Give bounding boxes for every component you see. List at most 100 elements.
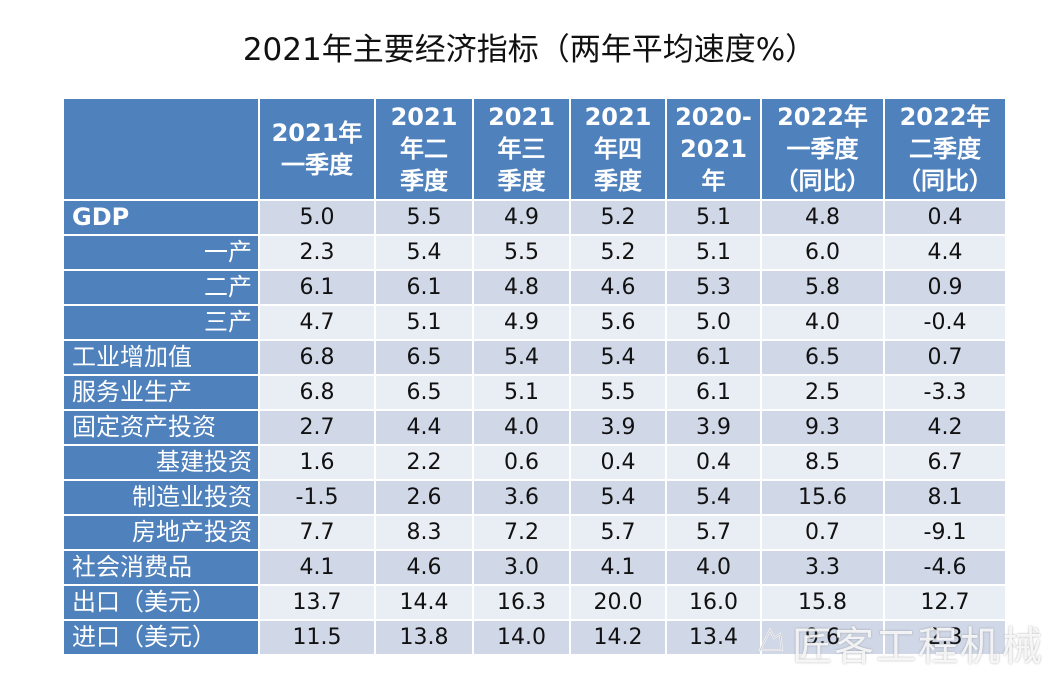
- table-row: GDP 5.0 5.5 4.9 5.2 5.1 4.8 0.4: [62, 199, 1007, 236]
- corner-header-cell: [62, 97, 260, 201]
- column-header-line: 一季度: [281, 151, 353, 179]
- column-header-line: 2021: [680, 135, 747, 163]
- row-label: 出口（美元）: [62, 584, 260, 621]
- table-row: 进口（美元） 11.5 13.8 14.0 14.2 13.4 9.6 2.3: [62, 619, 1007, 656]
- value-cell: 2.3: [258, 234, 376, 271]
- value-cell: 5.1: [472, 374, 571, 411]
- table-row: 出口（美元） 13.7 14.4 16.3 20.0 16.0 15.8 12.7: [62, 584, 1007, 621]
- value-cell: 2.5: [760, 374, 885, 411]
- value-cell: 5.6: [569, 304, 667, 341]
- value-cell: 4.0: [472, 409, 571, 446]
- value-cell: 3.3: [760, 549, 885, 586]
- value-cell: 2.7: [258, 409, 376, 446]
- column-header-line: 2022年: [899, 103, 991, 131]
- column-header-line: 年三: [497, 135, 546, 163]
- value-cell: -0.4: [883, 304, 1007, 341]
- value-cell: 6.1: [258, 269, 376, 306]
- value-cell: 3.6: [472, 479, 571, 516]
- value-cell: 9.3: [760, 409, 885, 446]
- value-cell: 5.7: [569, 514, 667, 551]
- value-cell: 4.6: [374, 549, 474, 586]
- value-cell: 5.2: [569, 199, 667, 236]
- value-cell: 2.6: [374, 479, 474, 516]
- column-header-1: 2021年一季度: [258, 97, 376, 201]
- value-cell: 14.4: [374, 584, 474, 621]
- column-header-line: 2022年: [777, 103, 868, 131]
- table-row: 二产 6.1 6.1 4.8 4.6 5.3 5.8 0.9: [62, 269, 1007, 306]
- row-label: 房地产投资: [62, 514, 260, 551]
- value-cell: 5.4: [472, 339, 571, 376]
- value-cell: 5.1: [665, 199, 762, 236]
- column-header-line: 一季度: [786, 135, 859, 163]
- value-cell: 14.0: [472, 619, 571, 656]
- column-header-line: 年四: [594, 135, 642, 163]
- row-label: 工业增加值: [62, 339, 260, 376]
- value-cell: 4.8: [472, 269, 571, 306]
- row-label: 制造业投资: [62, 479, 260, 516]
- value-cell: 4.6: [569, 269, 667, 306]
- value-cell: 16.3: [472, 584, 571, 621]
- column-header-line: 2021: [390, 103, 458, 131]
- table-row: 社会消费品 4.1 4.6 3.0 4.1 4.0 3.3 -4.6: [62, 549, 1007, 586]
- row-label: 进口（美元）: [62, 619, 260, 656]
- value-cell: 0.7: [883, 339, 1007, 376]
- value-cell: 2.3: [883, 619, 1007, 656]
- column-header-line: 2021: [488, 103, 555, 131]
- column-header-line: 年二: [400, 135, 448, 163]
- value-cell: -1.5: [258, 479, 376, 516]
- value-cell: 5.5: [472, 234, 571, 271]
- value-cell: 0.9: [883, 269, 1007, 306]
- value-cell: 5.0: [258, 199, 376, 236]
- value-cell: 5.0: [665, 304, 762, 341]
- row-label: 二产: [62, 269, 260, 306]
- indicator-table: 2021年 一季度 2021 年二 季度 2021 年三 季度 2021 年四 季度 2020- 202…: [62, 97, 1007, 656]
- value-cell: 7.2: [472, 514, 571, 551]
- column-header-line: 季度: [497, 167, 546, 195]
- table-row: 服务业生产 6.8 6.5 5.1 5.5 6.1 2.5 -3.3: [62, 374, 1007, 411]
- value-cell: 3.9: [665, 409, 762, 446]
- value-cell: 5.1: [665, 234, 762, 271]
- column-header-line: 2021: [584, 103, 652, 131]
- column-header-line: 2021年: [271, 119, 363, 147]
- table-row: 固定资产投资 2.7 4.4 4.0 3.9 3.9 9.3 4.2: [62, 409, 1007, 446]
- value-cell: 6.5: [374, 374, 474, 411]
- value-cell: 7.7: [258, 514, 376, 551]
- table-row: 房地产投资 7.7 8.3 7.2 5.7 5.7 0.7 -9.1: [62, 514, 1007, 551]
- value-cell: 5.8: [760, 269, 885, 306]
- table-header-row: 2021年 一季度 2021 年二 季度 2021 年三 季度 2021 年四 季度 2020- 202…: [62, 97, 1007, 201]
- table-row: 工业增加值 6.8 6.5 5.4 5.4 6.1 6.5 0.7: [62, 339, 1007, 376]
- column-header-7: 2022年 二季度 （同比）: [883, 97, 1007, 201]
- column-header-4: 2021 年四季度: [569, 97, 667, 201]
- table-row: 基建投资 1.6 2.2 0.6 0.4 0.4 8.5 6.7: [62, 444, 1007, 481]
- value-cell: 4.4: [374, 409, 474, 446]
- row-label: GDP: [62, 199, 260, 236]
- value-cell: 6.1: [665, 339, 762, 376]
- row-label: 基建投资: [62, 444, 260, 481]
- value-cell: 3.9: [569, 409, 667, 446]
- value-cell: 6.1: [374, 269, 474, 306]
- column-header-3: 2021 年三季度: [472, 97, 571, 201]
- column-header-line: 季度: [594, 167, 642, 195]
- value-cell: 4.1: [569, 549, 667, 586]
- value-cell: 8.1: [883, 479, 1007, 516]
- column-header-line: （同比）: [897, 167, 993, 195]
- value-cell: 5.4: [569, 479, 667, 516]
- row-label: 固定资产投资: [62, 409, 260, 446]
- value-cell: 6.8: [258, 374, 376, 411]
- value-cell: 5.4: [374, 234, 474, 271]
- value-cell: 8.5: [760, 444, 885, 481]
- table-row: 一产 2.3 5.4 5.5 5.2 5.1 6.0 4.4: [62, 234, 1007, 271]
- column-header-line: （同比）: [774, 167, 871, 195]
- value-cell: 5.5: [374, 199, 474, 236]
- value-cell: 6.5: [760, 339, 885, 376]
- value-cell: 2.2: [374, 444, 474, 481]
- column-header-5: 2020- 2021 年: [665, 97, 762, 201]
- value-cell: 5.5: [569, 374, 667, 411]
- value-cell: 15.6: [760, 479, 885, 516]
- value-cell: 6.5: [374, 339, 474, 376]
- row-label: 服务业生产: [62, 374, 260, 411]
- page-title: 2021年主要经济指标（两年平均速度%）: [242, 32, 817, 68]
- value-cell: 5.4: [665, 479, 762, 516]
- table-row: 三产 4.7 5.1 4.9 5.6 5.0 4.0 -0.4: [62, 304, 1007, 341]
- value-cell: 4.9: [472, 199, 571, 236]
